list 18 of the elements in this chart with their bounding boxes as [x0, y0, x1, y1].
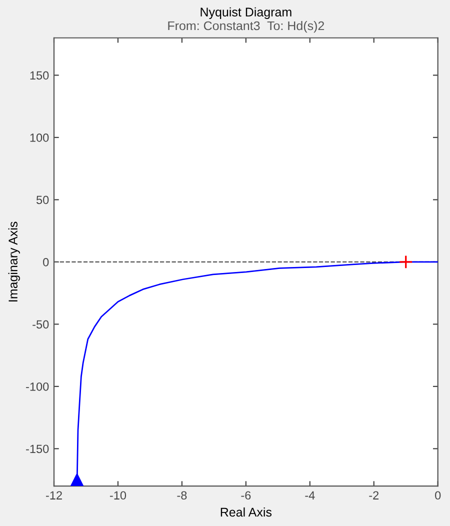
y-tick-label: -100 — [26, 382, 49, 391]
x-tick-label: -4 — [305, 491, 315, 500]
x-tick-label: -12 — [46, 491, 62, 500]
chart-subtitle: From: Constant3 To: Hd(s)2 — [168, 21, 324, 33]
x-tick-label: -10 — [110, 491, 126, 500]
y-tick-label: 50 — [36, 196, 49, 204]
x-tick-label: -8 — [177, 491, 187, 500]
y-tick-label: 0 — [43, 258, 49, 266]
x-tick-label: 0 — [435, 491, 441, 500]
x-tick-label: -2 — [369, 491, 379, 500]
x-tick-label: -6 — [241, 491, 251, 500]
y-tick-label: 100 — [30, 133, 49, 142]
y-axis-title: Imaginary Axis — [8, 222, 20, 302]
chart-title: Nyquist Diagram — [200, 7, 292, 19]
y-tick-label: -150 — [26, 444, 49, 454]
y-tick-label: 150 — [30, 71, 49, 80]
x-axis-title: Real Axis — [220, 507, 272, 517]
y-tick-label: -50 — [32, 320, 49, 329]
